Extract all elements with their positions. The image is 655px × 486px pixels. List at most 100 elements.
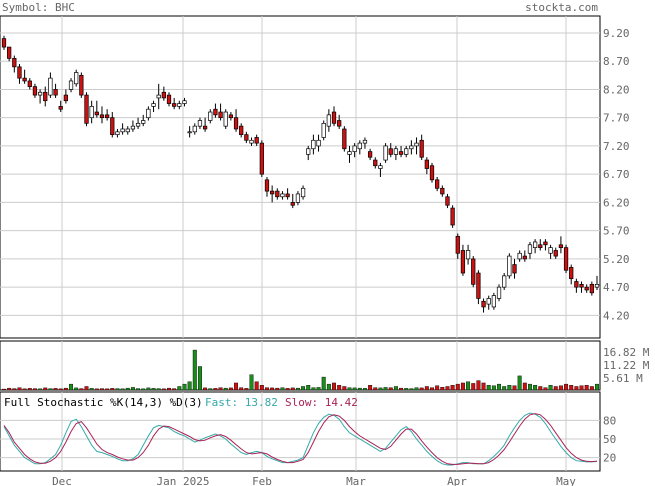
x-tick-label: May: [556, 475, 576, 486]
candle-body: [79, 74, 84, 96]
volume-tick-label: 11.22 M: [603, 359, 650, 372]
candle-body: [378, 165, 383, 169]
volume-bar: [522, 382, 527, 391]
candle-body: [43, 91, 48, 102]
candle-body: [105, 114, 110, 119]
volume-bar: [450, 385, 455, 391]
candle-body: [507, 255, 512, 277]
candle-body: [192, 125, 197, 133]
candle-body: [455, 235, 460, 254]
candle-body: [388, 148, 393, 155]
volume-bar: [543, 387, 548, 391]
volume-bar: [481, 382, 486, 391]
volume-bar: [388, 387, 393, 391]
price-tick-label: 7.70: [603, 112, 630, 125]
volume-bar: [455, 383, 460, 391]
stochastic-lines: [3, 412, 598, 466]
volume-bar: [27, 388, 32, 391]
candle-body: [404, 148, 409, 155]
stochastic-panel-frame: [0, 391, 601, 472]
volume-bar: [373, 387, 378, 391]
volume-bar: [89, 388, 94, 391]
candle-body: [558, 244, 564, 248]
volume-bar: [419, 387, 424, 391]
candle-body: [177, 103, 182, 107]
candle-body: [135, 122, 141, 127]
volume-bar: [2, 388, 6, 391]
volume-bar: [435, 385, 440, 391]
volume-bar: [84, 386, 89, 391]
volume-bar: [311, 387, 316, 391]
stochastic-title: Full Stochastic %K(14,3) %D(3): [4, 396, 203, 409]
candle-body: [465, 250, 471, 260]
candle-body: [182, 100, 187, 104]
volume-bar: [259, 385, 264, 391]
candle-body: [321, 122, 326, 138]
x-tick-label: Feb: [252, 475, 272, 486]
candle-body: [450, 207, 455, 226]
candle-body: [285, 193, 290, 198]
volume-bar: [285, 388, 290, 391]
volume-bar: [584, 385, 589, 391]
volume-bar: [192, 349, 197, 391]
axis-labels: Dec Jan 2025 Feb Mar Apr May 9.20 8.70 8.20 7.70 7…: [52, 27, 650, 486]
price-tick-label: 5.20: [603, 253, 630, 266]
volume-bar: [357, 387, 362, 391]
candle-body: [259, 142, 264, 175]
volume-bar: [208, 388, 213, 391]
candle-body: [125, 128, 130, 133]
candle-body: [367, 151, 373, 158]
volume-bar: [234, 382, 239, 391]
volume-bar: [337, 385, 342, 391]
x-tick-label: Apr: [447, 475, 467, 486]
volume-bar: [218, 387, 223, 391]
candle-body: [398, 151, 404, 155]
volume-bar: [393, 386, 398, 391]
volume-bar: [48, 388, 53, 391]
candle-body: [228, 114, 234, 119]
symbol-label: Symbol: BHC: [2, 1, 75, 14]
candle-body: [527, 244, 533, 254]
candle-body: [579, 283, 584, 288]
volume-bar: [399, 387, 404, 391]
candle-body: [166, 94, 172, 104]
volume-bar: [105, 388, 110, 391]
volume-bar: [378, 387, 383, 391]
volume-bar: [151, 388, 156, 391]
stochastic-slow-label: Slow: 14.42: [285, 396, 358, 409]
candle-body: [280, 193, 285, 198]
candle-body: [517, 252, 522, 260]
volume-bar: [38, 388, 43, 391]
candle-body: [53, 89, 58, 96]
candle-body: [213, 108, 218, 116]
volume-bar: [533, 385, 538, 391]
volume-bar: [69, 383, 74, 391]
volume-bar: [7, 387, 12, 391]
volume-bar: [569, 385, 574, 391]
candle-body: [476, 272, 481, 299]
candle-body: [115, 131, 120, 135]
price-tick-label: 8.20: [603, 83, 630, 96]
volume-bar: [120, 388, 125, 391]
volume-tick-label: 16.82 M: [603, 346, 650, 359]
volume-bar: [409, 388, 414, 391]
volume-bar: [553, 386, 558, 391]
volume-bar: [579, 385, 584, 391]
candle-body: [429, 165, 435, 181]
volume-bar: [326, 383, 331, 391]
volume-bar: [316, 387, 321, 391]
volume-bar: [187, 381, 192, 391]
candle-body: [48, 77, 53, 96]
volume-bar: [414, 387, 419, 391]
candle-body: [208, 111, 213, 121]
candle-body: [424, 159, 429, 169]
price-tick-label: 4.20: [603, 309, 630, 322]
candle-body: [295, 193, 301, 203]
candle-body: [120, 128, 125, 133]
volume-bar: [527, 383, 532, 391]
volume-bar: [58, 388, 63, 391]
volume-bar: [362, 388, 367, 391]
price-panel-frame: [0, 15, 601, 339]
volume-bar: [342, 386, 347, 391]
candle-body: [197, 120, 203, 127]
